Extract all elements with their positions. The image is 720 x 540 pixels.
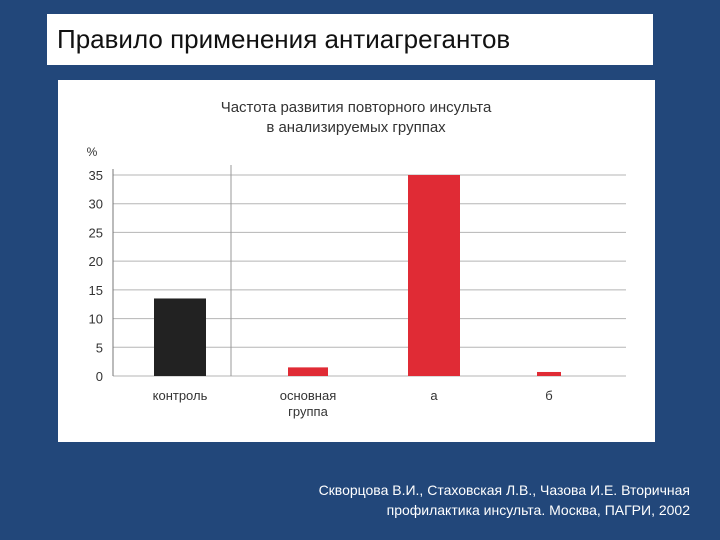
- chart-title-line-2: в анализируемых группах: [266, 119, 446, 136]
- y-tick-label: 10: [89, 312, 103, 327]
- y-axis-label: %: [87, 145, 98, 159]
- y-tick-label: 5: [96, 340, 103, 355]
- category-label: б: [545, 388, 552, 403]
- y-tick-label: 25: [89, 225, 103, 240]
- category-label: основная: [280, 388, 337, 403]
- citation: Скворцова В.И., Стаховская Л.В., Чазова …: [230, 480, 690, 520]
- category-label: группа: [288, 404, 328, 419]
- category-label: контроль: [153, 388, 208, 403]
- citation-line-2: профилактика инсульта. Москва, ПАГРИ, 20…: [386, 502, 690, 518]
- slide-title: Правило применения антиагрегантов: [57, 24, 511, 54]
- chart-title-line-1: Частота развития повторного инсульта: [221, 99, 492, 116]
- citation-line-1: Скворцова В.И., Стаховская Л.В., Чазова …: [318, 482, 690, 498]
- y-tick-label: 20: [89, 254, 103, 269]
- bar-3: [408, 175, 460, 376]
- y-tick-label: 35: [89, 168, 103, 183]
- bar-1: [154, 298, 206, 376]
- chart-panel: Частота развития повторного инсульта в ан…: [58, 80, 655, 442]
- bar-4: [537, 371, 561, 376]
- bar-2: [288, 367, 328, 376]
- y-tick-label: 15: [89, 283, 103, 298]
- y-tick-label: 0: [96, 369, 103, 384]
- slide-title-box: Правило применения антиагрегантов: [47, 14, 653, 65]
- category-label: а: [430, 388, 438, 403]
- bar-chart: Частота развития повторного инсульта в ан…: [87, 99, 626, 419]
- y-tick-label: 30: [89, 197, 103, 212]
